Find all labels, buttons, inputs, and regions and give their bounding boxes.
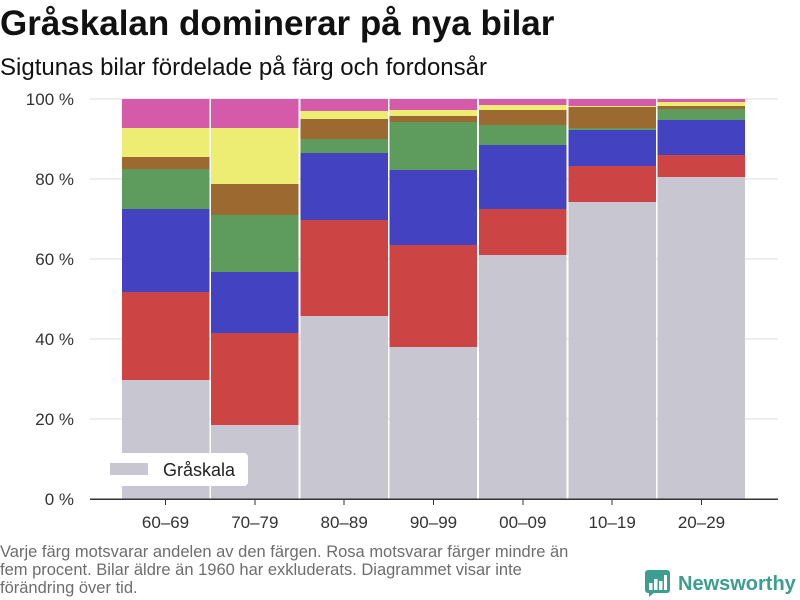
bar-segment-80-89-series-6 <box>300 111 388 119</box>
bar-segment-80-89-series-4 <box>300 139 388 153</box>
x-tick-label-10-19: 10–19 <box>589 513 636 532</box>
bar-segment-00-09-series-7 <box>479 99 567 105</box>
bar-segment-90-99-series-3 <box>389 169 478 245</box>
footnote: Varje färg motsvarar andelen av den färg… <box>0 543 569 597</box>
bar-segment-70-79-series-6 <box>211 127 299 184</box>
bar-segment-60-69-series-3 <box>121 209 210 292</box>
bar-segment-20-29-series-3 <box>657 119 746 155</box>
bar-segment-90-99-series-1 <box>389 347 478 499</box>
bar-segment-00-09-series-5 <box>479 109 567 125</box>
bar-segment-80-89-series-7 <box>300 99 388 111</box>
y-tick-label-20: 20 % <box>35 410 74 429</box>
bar-segment-70-79-series-5 <box>211 183 299 215</box>
bar-segment-00-09-series-2 <box>479 209 567 255</box>
newsworthy-logo: Newsworthy <box>645 570 796 597</box>
bar-segment-70-79-series-3 <box>211 272 299 333</box>
x-tick-label-60-69: 60–69 <box>142 513 189 532</box>
bars <box>121 99 746 499</box>
axes: 0 % 20 % 40 % 60 % 80 % 100 % 60–69 70–79 80–89 9… <box>26 90 778 532</box>
x-tick-label-20-29: 20–29 <box>678 513 725 532</box>
bar-segment-60-69-series-4 <box>121 169 210 209</box>
bar-segment-00-09-series-4 <box>479 125 567 145</box>
bar-segment-80-89-series-3 <box>300 153 388 220</box>
bar-segment-20-29-series-1 <box>657 177 746 499</box>
x-tick-label-80-89: 80–89 <box>321 513 368 532</box>
bar-segment-20-29-series-7 <box>657 99 746 102</box>
legend-background <box>100 453 248 486</box>
newsworthy-logo-icon <box>645 570 670 597</box>
bar-segment-60-69-series-6 <box>121 128 210 157</box>
bar-segment-20-29-series-4 <box>657 109 746 120</box>
bar-segment-10-19-series-4 <box>568 128 656 131</box>
bar-segment-20-29-series-5 <box>657 105 746 109</box>
bar-segment-90-99-series-7 <box>389 99 478 110</box>
legend-label: Gråskala <box>163 460 236 480</box>
y-tick-label-80: 80 % <box>35 170 74 189</box>
bar-segment-80-89-series-1 <box>300 315 388 499</box>
bar-segment-90-99-series-4 <box>389 121 478 170</box>
bar-segment-90-99-series-6 <box>389 109 478 116</box>
y-tick-label-100: 100 % <box>26 90 74 109</box>
brand-name: Newsworthy <box>678 572 796 595</box>
bar-segment-70-79-series-2 <box>211 333 299 425</box>
x-tick-label-70-79: 70–79 <box>231 513 278 532</box>
bar-segment-10-19-series-7 <box>568 99 656 107</box>
bar-segment-10-19-series-5 <box>568 107 656 129</box>
y-tick-label-60: 60 % <box>35 250 74 269</box>
bar-segment-90-99-series-2 <box>389 245 478 347</box>
x-tick-label-00-09: 00–09 <box>499 513 546 532</box>
bar-segment-10-19-series-6 <box>568 106 656 107</box>
chart-subtitle: Sigtunas bilar fördelade på färg och for… <box>0 54 487 81</box>
bar-segment-60-69-series-2 <box>121 291 210 380</box>
bar-segment-80-89-series-2 <box>300 219 388 316</box>
bar-segment-70-79-series-4 <box>211 215 299 273</box>
y-tick-label-0: 0 % <box>45 490 74 509</box>
legend: Gråskala <box>100 453 248 486</box>
y-tick-label-40: 40 % <box>35 330 74 349</box>
bar-segment-80-89-series-5 <box>300 119 388 139</box>
bar-segment-10-19-series-3 <box>568 130 656 167</box>
bar-segment-60-69-series-7 <box>121 99 210 129</box>
bar-segment-10-19-series-1 <box>568 202 656 499</box>
bar-segment-10-19-series-2 <box>568 166 656 203</box>
bar-segment-00-09-series-3 <box>479 145 567 209</box>
bar-segment-20-29-series-2 <box>657 155 746 177</box>
x-tick-label-90-99: 90–99 <box>410 513 457 532</box>
bar-segment-00-09-series-6 <box>479 105 567 110</box>
bar-segment-00-09-series-1 <box>479 255 567 499</box>
bar-segment-70-79-series-7 <box>211 99 299 128</box>
chart-title: Gråskalan dominerar på nya bilar <box>0 4 555 43</box>
bar-segment-90-99-series-5 <box>389 115 478 122</box>
bar-segment-20-29-series-6 <box>657 101 746 106</box>
bar-segment-60-69-series-5 <box>121 157 210 169</box>
legend-swatch <box>110 463 148 475</box>
stacked-bar-chart: 0 % 20 % 40 % 60 % 80 % 100 % 60–69 70–79 80–89 9… <box>26 90 778 532</box>
